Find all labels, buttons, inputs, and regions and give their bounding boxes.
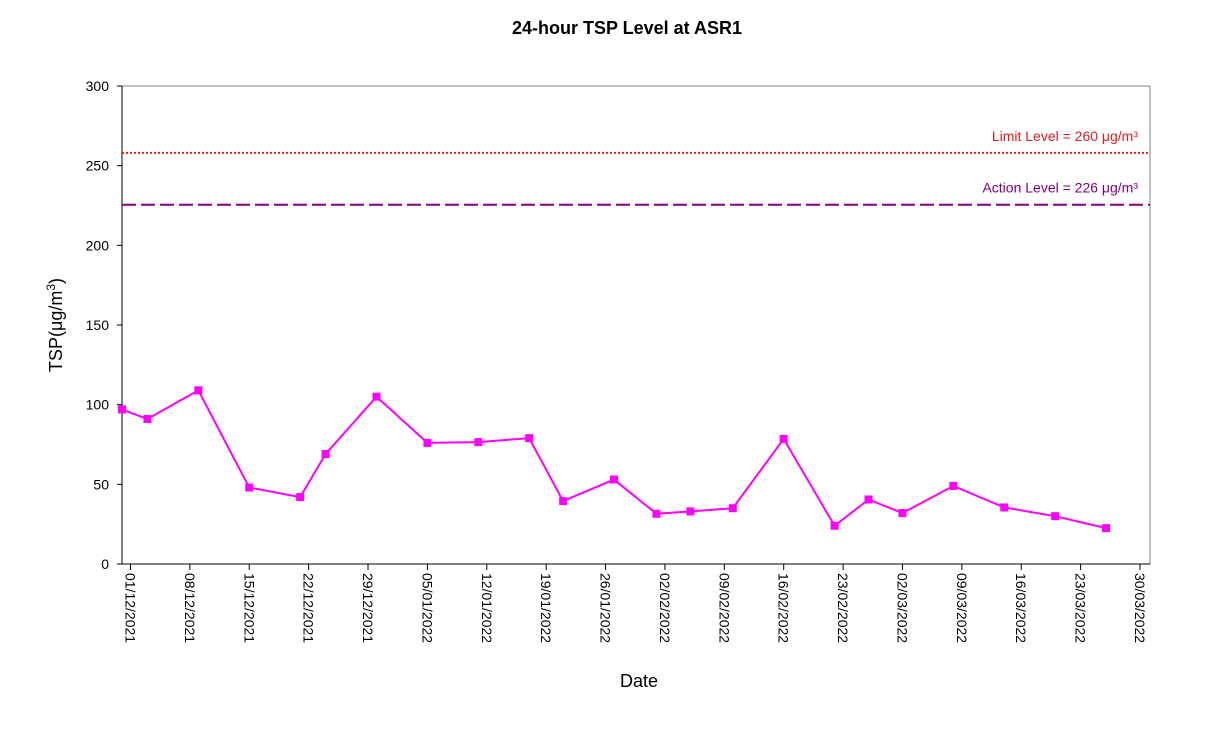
action-level-label: Action Level = 226 μg/m³ — [982, 180, 1138, 196]
tsp-data-point — [864, 495, 873, 504]
tsp-data-point — [423, 438, 432, 447]
y-tick-label: 50 — [93, 476, 109, 492]
tsp-data-point — [728, 504, 737, 513]
x-tick-label: 16/02/2022 — [776, 573, 792, 643]
plot-area: 0 50 100 150 200 250 300 01/12/2021 08/12/2021 15… — [86, 78, 1151, 643]
y-tick-label: 150 — [86, 317, 110, 333]
tsp-data-point — [321, 450, 330, 459]
x-tick-label: 22/12/2021 — [301, 573, 317, 643]
tsp-data-point — [525, 434, 534, 443]
x-tick-label: 09/03/2022 — [954, 573, 970, 643]
tsp-data-point — [194, 386, 203, 395]
tsp-data-point — [296, 493, 305, 502]
x-tick-label: 02/02/2022 — [657, 573, 673, 643]
y-axis-label: TSP(μg/m3) — [44, 278, 66, 372]
x-tick-label: 23/02/2022 — [835, 573, 851, 643]
x-tick-label: 29/12/2021 — [360, 573, 376, 643]
x-tick-label: 15/12/2021 — [241, 573, 257, 643]
x-tick-label: 08/12/2021 — [182, 573, 198, 643]
x-tick-label: 05/01/2022 — [419, 573, 435, 643]
x-axis-label: Date — [620, 671, 658, 691]
tsp-data-point — [1000, 503, 1009, 512]
tsp-series-line — [122, 388, 1107, 530]
x-tick-label: 09/02/2022 — [716, 573, 732, 643]
x-tick-label: 26/01/2022 — [598, 573, 614, 643]
x-tick-label: 12/01/2022 — [479, 573, 495, 643]
tsp-data-point — [1051, 512, 1060, 521]
tsp-data-point — [779, 434, 788, 443]
tsp-data-point — [686, 507, 695, 516]
x-tick-label: 19/01/2022 — [538, 573, 554, 643]
x-tick-label: 16/03/2022 — [1013, 573, 1029, 643]
y-tick-label: 100 — [86, 397, 110, 413]
x-tick-label: 30/03/2022 — [1132, 573, 1148, 643]
tsp-data-point — [245, 483, 254, 492]
y-tick-label: 300 — [86, 78, 110, 94]
y-tick-label: 0 — [101, 556, 109, 572]
chart-title: 24-hour TSP Level at ASR1 — [512, 18, 742, 38]
x-tick-label: 01/12/2021 — [122, 573, 138, 643]
x-tick-label: 02/03/2022 — [894, 573, 910, 643]
tsp-data-point — [474, 438, 483, 447]
tsp-data-point — [898, 509, 907, 518]
tsp-data-point — [118, 405, 126, 414]
tsp-data-point — [372, 392, 381, 401]
tsp-data-point — [1102, 524, 1111, 533]
x-tick-label: 23/03/2022 — [1073, 573, 1089, 643]
y-tick-label: 200 — [86, 237, 110, 253]
tsp-data-point — [949, 481, 958, 490]
tsp-data-point — [610, 475, 619, 484]
tsp-data-point — [652, 509, 661, 518]
limit-level-label: Limit Level = 260 μg/m³ — [992, 128, 1139, 144]
y-tick-label: 250 — [86, 158, 110, 174]
tsp-data-point — [830, 521, 839, 530]
tsp-data-point — [559, 497, 568, 506]
tsp-data-point — [143, 415, 152, 424]
